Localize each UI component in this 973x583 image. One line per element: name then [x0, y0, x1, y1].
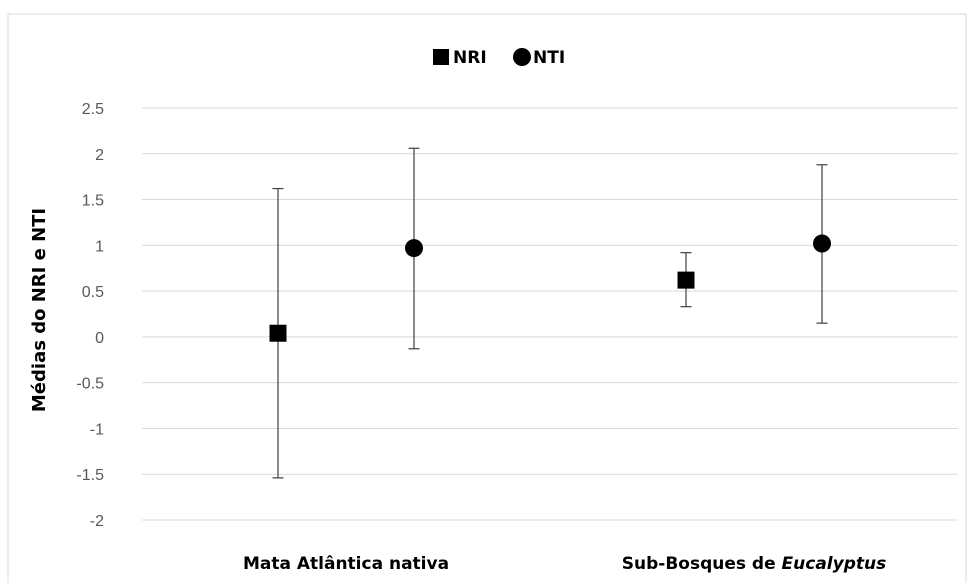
- y-tick-label: 0: [95, 330, 104, 347]
- x-category-label-part: Mata Atlântica nativa: [243, 554, 449, 574]
- legend-label-nti: NTI: [533, 48, 565, 68]
- y-tick-label: 2: [95, 147, 104, 164]
- legend-label-nri: NRI: [453, 48, 487, 68]
- point-nri: [269, 324, 287, 342]
- legend-marker-nri: [433, 49, 449, 65]
- y-tick-label: 1.5: [82, 193, 104, 210]
- y-tick-label: -2: [90, 513, 104, 530]
- point-nti: [405, 239, 423, 258]
- point-nti: [813, 234, 831, 253]
- chart-border: [7, 13, 967, 583]
- y-tick-label: -0.5: [76, 376, 104, 393]
- y-axis-ticks: -2 -1.5 -1 -0.5 0 0.5 1 1.5 2 2.5: [76, 101, 104, 530]
- data-points: [269, 234, 831, 342]
- point-nri: [677, 271, 695, 289]
- y-tick-label: 1: [95, 238, 104, 255]
- x-category-label: Sub-Bosques de Eucalyptus: [622, 554, 887, 574]
- y-axis-label: Médias do NRI e NTI: [29, 208, 50, 412]
- x-category-label-part: Eucalyptus: [782, 554, 887, 574]
- y-tick-label: 2.5: [82, 101, 104, 118]
- legend-marker-nti: [513, 48, 531, 66]
- legend: NRI NTI: [433, 48, 565, 68]
- x-category-label: Mata Atlântica nativa: [243, 554, 449, 574]
- x-category-label-part: Sub-Bosques de: [622, 554, 782, 574]
- y-tick-label: 0.5: [82, 284, 104, 301]
- y-tick-label: -1: [90, 421, 104, 438]
- grid: [142, 107, 958, 521]
- x-axis-categories: Mata Atlântica nativa Sub-Bosques de Euca…: [243, 554, 886, 574]
- y-tick-label: -1.5: [76, 467, 104, 484]
